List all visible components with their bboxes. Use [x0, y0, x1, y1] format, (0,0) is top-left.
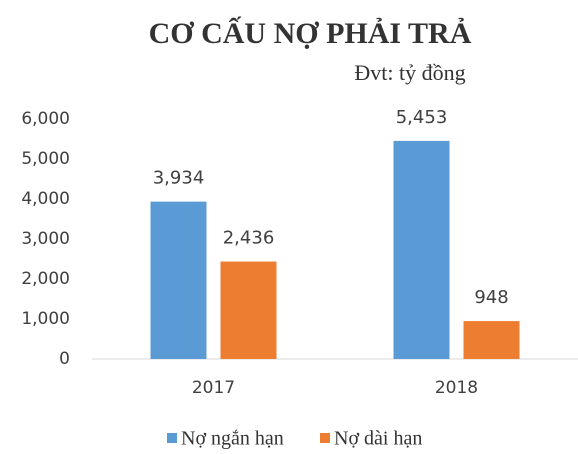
value-label: 2,436 — [223, 228, 275, 249]
y-tick-label: 1,000 — [21, 309, 70, 329]
x-tick-label: 2018 — [435, 378, 478, 398]
bar — [150, 201, 207, 359]
y-tick-label: 0 — [59, 349, 70, 369]
y-tick-label: 6,000 — [21, 109, 70, 129]
bar — [463, 321, 520, 359]
x-tick-label: 2017 — [192, 378, 235, 398]
chart-title: CƠ CẤU NỢ PHẢI TRẢ — [149, 16, 472, 50]
bar — [393, 140, 450, 359]
legend-swatch — [320, 433, 330, 443]
y-tick-label: 5,000 — [21, 149, 70, 169]
legend-label: Nợ dài hạn — [334, 428, 422, 450]
y-tick-label: 3,000 — [21, 229, 70, 249]
chart-subtitle: Đvt: tỷ đồng — [354, 60, 465, 85]
bar — [220, 261, 277, 359]
value-label: 948 — [474, 287, 508, 308]
legend-swatch — [167, 433, 177, 443]
legend-label: Nợ ngắn hạn — [181, 428, 284, 450]
value-label: 5,453 — [396, 107, 448, 128]
y-tick-label: 2,000 — [21, 269, 70, 289]
y-tick-label: 4,000 — [21, 189, 70, 209]
value-label: 3,934 — [153, 168, 205, 189]
